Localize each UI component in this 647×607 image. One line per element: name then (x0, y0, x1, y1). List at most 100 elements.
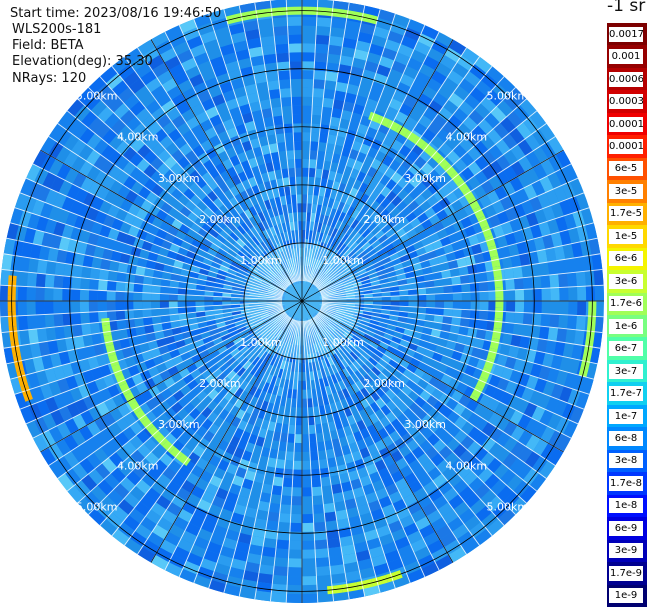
range-bin (437, 107, 453, 122)
range-bin (141, 472, 157, 488)
range-bin (126, 116, 142, 132)
colorbar-tick-label: 6e-7 (609, 341, 643, 357)
range-ring-label: 5.00km (76, 90, 118, 103)
range-bin (431, 39, 449, 55)
range-bin (105, 512, 124, 529)
range-bin (389, 310, 400, 317)
range-bin (144, 232, 156, 244)
range-bin (453, 158, 468, 173)
range-bin (452, 292, 462, 301)
range-bin (78, 203, 91, 219)
range-bin (325, 71, 339, 82)
range-bin (117, 262, 129, 274)
range-bin (451, 350, 463, 362)
range-bin (212, 197, 224, 209)
range-bin (195, 413, 207, 426)
range-bin (385, 178, 397, 191)
range-bin (480, 180, 495, 195)
range-bin (430, 70, 448, 85)
range-bin (474, 431, 489, 447)
range-bin (82, 192, 97, 208)
azimuth-spoke (150, 39, 303, 302)
range-bin (48, 443, 64, 461)
range-bin (361, 241, 371, 251)
range-bin (284, 460, 294, 470)
colorbar-tick-label: 1.7e-5 (609, 206, 643, 222)
range-bin (41, 354, 54, 370)
range-bin (290, 513, 302, 524)
range-bin (469, 63, 487, 81)
range-bin (342, 489, 355, 501)
range-bin (287, 16, 302, 26)
range-bin (375, 329, 385, 338)
range-bin (177, 538, 194, 553)
range-bin (417, 93, 433, 108)
range-bin (72, 324, 83, 338)
range-bin (302, 540, 315, 550)
range-bin (186, 95, 202, 109)
range-bin (456, 464, 472, 480)
range-bin (488, 214, 501, 228)
range-bin (400, 552, 418, 567)
range-bin (488, 301, 498, 312)
range-bin (447, 516, 464, 532)
range-bin (496, 353, 508, 367)
range-bin (321, 169, 330, 180)
range-bin (144, 358, 156, 370)
ray-separator (308, 319, 411, 584)
range-bin (201, 406, 213, 419)
range-bin (241, 450, 253, 462)
range-bin (354, 247, 365, 257)
range-bin (406, 57, 423, 72)
range-bin (145, 136, 160, 151)
range-bin (277, 142, 287, 152)
range-bin (134, 523, 152, 540)
range-bin (277, 368, 284, 379)
range-bin (364, 60, 379, 73)
range-bin (260, 241, 269, 251)
range-bin (386, 345, 397, 355)
range-bin (62, 301, 72, 314)
colorbar-tick-label: 6e-9 (609, 520, 643, 536)
range-bin (133, 237, 145, 249)
range-bin (55, 438, 72, 456)
range-bin (288, 43, 302, 53)
range-bin (423, 531, 440, 547)
range-bin (224, 211, 235, 222)
range-bin (389, 285, 400, 292)
range-bin (201, 418, 214, 431)
range-bin (334, 90, 347, 102)
range-bin (469, 282, 480, 293)
range-bin (327, 421, 337, 432)
range-bin (233, 143, 245, 155)
range-bin (517, 372, 531, 387)
range-bin (452, 479, 469, 495)
range-bin (352, 348, 362, 358)
range-bin (185, 522, 201, 537)
range-bin (467, 161, 482, 176)
range-bin (188, 407, 201, 420)
range-bin (253, 224, 262, 234)
range-bin (532, 422, 548, 439)
range-bin (225, 98, 239, 111)
range-bin (545, 396, 560, 413)
range-bin (123, 212, 136, 226)
range-bin (195, 301, 205, 307)
range-bin (292, 380, 298, 390)
range-bin (258, 564, 275, 575)
range-bin (430, 517, 448, 532)
range-bin (147, 466, 163, 481)
range-bin (261, 483, 273, 494)
range-bin (143, 437, 158, 452)
range-bin (437, 502, 454, 517)
range-bin (238, 103, 252, 116)
range-bin (88, 301, 98, 313)
range-bin (342, 368, 351, 378)
range-bin (309, 150, 318, 160)
range-bin (291, 203, 298, 213)
colorbar-tick-label: 3e-9 (609, 543, 643, 559)
range-bin (414, 516, 431, 531)
range-bin (462, 470, 478, 486)
range-bin (359, 254, 369, 263)
range-bin (357, 503, 371, 516)
